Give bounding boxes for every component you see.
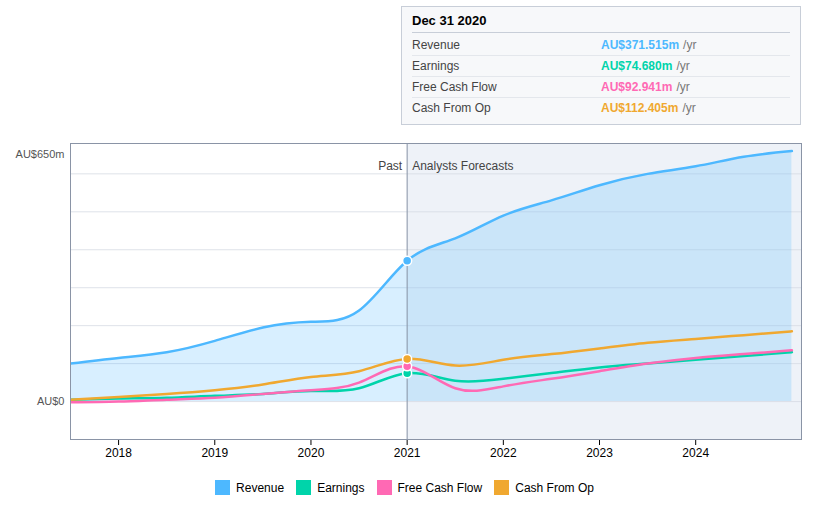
svg-text:2022: 2022 [490, 446, 517, 460]
html-text:AU$371.515m /yr: AU$371.515m /yr [601, 38, 697, 52]
html-text:Revenue: Revenue [412, 38, 460, 52]
html-text:Cash From Op: Cash From Op [515, 480, 594, 495]
svg-text:2023: 2023 [586, 446, 613, 460]
svg-text:AU$0: AU$0 [37, 395, 65, 407]
svg-text:2020: 2020 [298, 446, 325, 460]
svg-text:2018: 2018 [105, 446, 132, 460]
html-text:AU$74.680m /yr: AU$74.680m /yr [601, 59, 690, 73]
html-text:Free Cash Flow: Free Cash Flow [397, 480, 483, 495]
svg-text:2021: 2021 [394, 446, 421, 460]
svg-text:Past: Past [378, 159, 403, 173]
svg-text:Analysts Forecasts: Analysts Forecasts [412, 159, 513, 173]
html-text:Cash From Op: Cash From Op [412, 101, 491, 115]
html-text:Revenue: Revenue [236, 480, 285, 495]
svg-text:2019: 2019 [201, 446, 228, 460]
html-text:Dec 31 2020: Dec 31 2020 [412, 13, 487, 28]
html-text:AU$92.941m /yr: AU$92.941m /yr [601, 80, 690, 94]
html-text:Earnings: Earnings [412, 59, 460, 73]
svg-text:AU$650m: AU$650m [16, 148, 65, 160]
html-text:AU$112.405m /yr: AU$112.405m /yr [601, 101, 696, 115]
html-text:Free Cash Flow: Free Cash Flow [412, 80, 497, 94]
svg-text:2024: 2024 [682, 446, 709, 460]
html-text:Earnings: Earnings [317, 480, 365, 495]
